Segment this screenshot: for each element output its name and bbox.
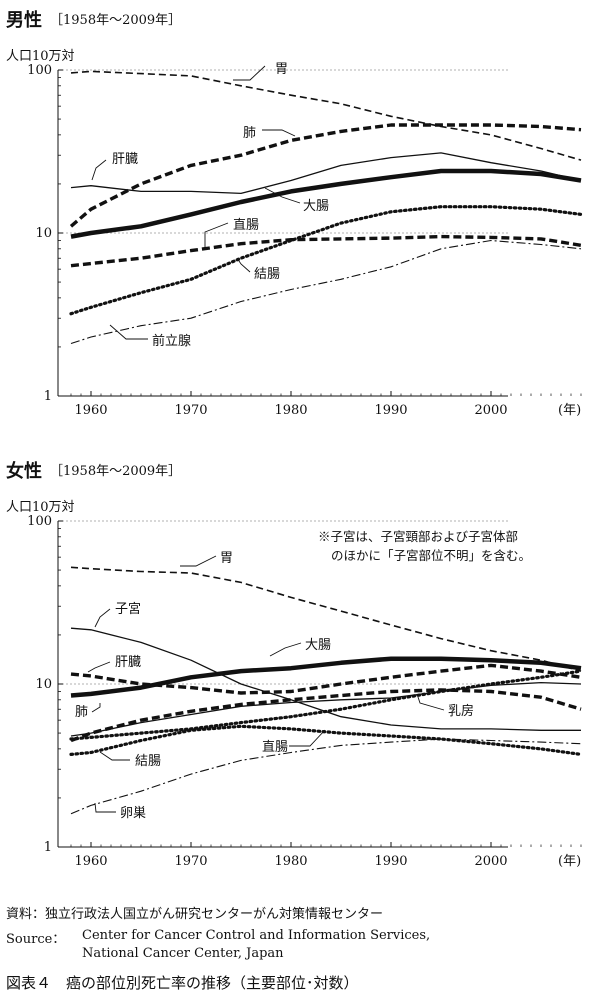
male-series-胃 [70,70,582,161]
male-series-label-肺: 肺 [243,126,256,141]
male-leader-前立腺 [109,324,148,340]
male-x-tick-label-1960: 1960 [74,403,107,418]
male-x-tick-label-1990: 1990 [374,403,407,418]
uterus-note-line-1: ※子宮は、子宮頸部および子宮体部 [318,529,519,544]
female-series-結腸 [69,724,583,757]
female-x-tick-label-1970: 1970 [174,854,207,869]
source-english-line-1: Center for Cancer Control and Informatio… [82,928,431,943]
female-year-range: ［1958年～2009年］ [50,464,182,479]
female-series-label-大腸: 大腸 [305,638,331,653]
female-series-label-直腸: 直腸 [262,740,288,755]
source-english-label: Source： [6,932,66,947]
female-series-肝臓 [70,663,582,695]
female-x-unit-label: (年) [558,854,581,869]
female-y-tick-label-100: 100 [27,514,52,529]
female-leader-肝臓 [87,661,111,673]
male-y-tick-label-1: 1 [44,389,52,404]
female-leader-子宮 [94,608,111,628]
female-series-label-結腸: 結腸 [135,754,161,769]
female-x-tick-label-1980: 1980 [274,854,307,869]
male-x-unit-label: (年) [558,403,581,418]
male-year-range: ［1958年～2009年］ [50,13,182,28]
male-y-tick-label-100: 100 [27,63,52,78]
female-x-tick-label-2000: 2000 [474,854,507,869]
male-series-肺 [69,123,582,228]
female-series-label-乳房: 乳房 [448,703,474,719]
male-leader-胃 [233,65,266,81]
female-leader-卵巣 [94,802,116,813]
female-leader-胃 [180,555,217,567]
male-x-tick-label-1980: 1980 [274,403,307,418]
male-series-大腸 [70,168,582,239]
female-y-unit: 人口10万対 [6,500,75,515]
male-series-前立腺 [70,239,582,345]
female-series-label-肺: 肺 [75,705,88,720]
male-series-結腸 [69,205,583,316]
uterus-note: ※子宮は、子宮頸部および子宮体部 のほかに「子宮部位不明」を含む。 [318,527,531,565]
source-japanese: 資料：独立行政法人国立がん研究センターがん対策情報センター [6,907,384,922]
female-series-子宮 [70,627,581,731]
female-series-label-子宮: 子宮 [115,601,141,617]
female-series-胃 [70,566,582,672]
female-y-tick-label-10: 10 [35,677,52,692]
female-leader-直腸 [289,729,326,747]
male-y-unit: 人口10万対 [6,49,75,64]
source-english-line-2: National Cancer Center, Japan [82,946,284,961]
figure-caption: 図表４ 癌の部位別死亡率の推移（主要部位･対数） [6,974,359,992]
male-leader-結腸 [236,257,251,273]
male-series-label-前立腺: 前立腺 [152,333,191,349]
female-leader-大腸 [269,642,302,657]
male-series-直腸 [70,234,582,268]
male-series-label-直腸: 直腸 [233,218,259,233]
male-x-tick-label-1970: 1970 [174,403,207,418]
male-y-tick-label-10: 10 [35,226,52,241]
male-leader-肺 [262,129,296,137]
female-series-卵巣 [70,738,582,815]
male-series-label-結腸: 結腸 [254,267,280,282]
female-series-label-卵巣: 卵巣 [120,806,146,821]
female-x-tick-label-1990: 1990 [374,854,407,869]
female-leader-乳房 [417,696,445,711]
female-series-肺 [70,688,582,743]
female-x-tick-label-1960: 1960 [74,854,107,869]
female-series-大腸 [70,656,582,698]
male-leader-大腸 [264,187,301,204]
male-panel-title: 男性 [6,10,42,31]
female-series-label-胃: 胃 [220,551,233,566]
female-series-label-肝臓: 肝臓 [115,655,141,670]
female-leader-肺 [91,703,101,713]
male-leader-直腸 [204,222,229,248]
male-series-肝臓 [70,152,582,195]
male-x-tick-label-2000: 2000 [474,403,507,418]
female-y-tick-label-1: 1 [44,840,52,855]
female-series-乳房 [69,669,583,741]
uterus-note-line-2: のほかに「子宮部位不明」を含む。 [331,548,532,563]
female-leader-結腸 [99,751,130,761]
male-leader-肝臓 [91,159,107,181]
female-series-直腸 [70,681,582,737]
male-series-label-肝臓: 肝臓 [112,152,138,167]
male-series-label-大腸: 大腸 [303,199,329,214]
female-panel-title: 女性 [6,461,42,482]
male-series-label-胃: 胃 [275,62,288,77]
